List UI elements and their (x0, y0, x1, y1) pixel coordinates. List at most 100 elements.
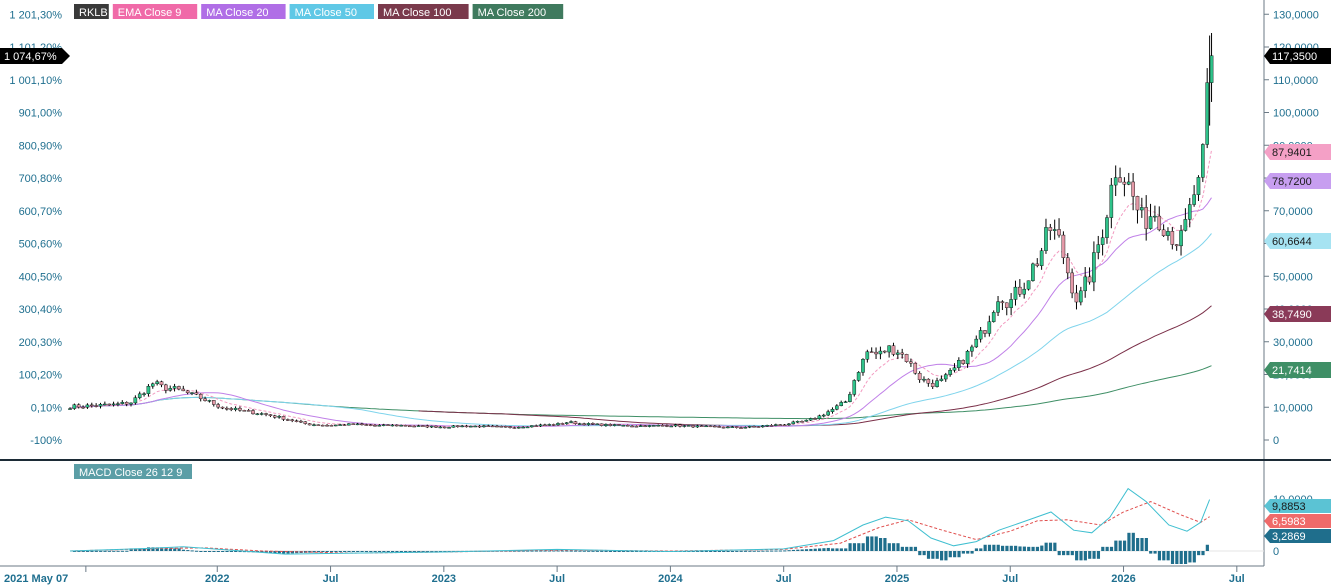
candle-body (473, 425, 477, 428)
time-tick-label: 2024 (658, 573, 683, 585)
candle-body (930, 383, 935, 387)
candle-body (1113, 177, 1118, 186)
macd-histogram-bar (1061, 551, 1066, 556)
candle-body (804, 419, 809, 422)
candle-body (577, 423, 582, 425)
time-tick-label: Jul (776, 573, 792, 585)
candle-body (726, 426, 730, 429)
candle-body (909, 361, 913, 364)
macd-histogram-bar (713, 551, 717, 552)
macd-histogram-bar (99, 550, 103, 552)
macd-histogram-bar (1088, 551, 1092, 559)
candle-body (124, 402, 129, 405)
time-start-label: 2021 May 07 (4, 573, 68, 585)
candle-body (194, 392, 199, 395)
macd-line (69, 487, 1211, 555)
macd-histogram-bar (116, 550, 120, 552)
macd-histogram-bar (765, 550, 769, 552)
candle-body (68, 408, 72, 410)
macd-histogram-bar (569, 550, 573, 552)
macd-histogram-bar (935, 551, 939, 559)
candle-body (290, 419, 294, 421)
macd-histogram-bar (752, 550, 756, 552)
macd-tag-label: 3,2869 (1272, 531, 1306, 543)
macd-histogram-bar (216, 551, 220, 552)
macd-histogram-bar (382, 551, 386, 552)
candle-body (1083, 276, 1087, 292)
macd-histogram-bar (922, 551, 926, 556)
candle-body (839, 402, 843, 407)
candle-body (1057, 229, 1061, 236)
price-tag (1264, 144, 1331, 160)
macd-histogram-bar (861, 543, 865, 551)
candle-body (525, 426, 530, 429)
macd-histogram-bar (822, 548, 826, 551)
candle-body (399, 425, 403, 427)
legend-label: MA Close 100 (383, 7, 451, 19)
macd-histogram-bar (1014, 545, 1018, 551)
macd-histogram-bar (1092, 551, 1096, 559)
candle-body (329, 425, 334, 427)
macd-histogram-bar (565, 550, 569, 552)
candle-body (185, 390, 190, 394)
candle-body (1061, 234, 1066, 258)
macd-histogram-bar (229, 551, 233, 552)
candle-body (325, 424, 329, 427)
macd-histogram-bar (717, 551, 721, 552)
candle-body (277, 416, 281, 418)
time-tick-label: Jul (549, 573, 565, 585)
macd-histogram-bar (730, 550, 735, 552)
candle-body (1192, 194, 1196, 205)
percent-tick-label: -100% (30, 435, 62, 447)
macd-histogram-bar (809, 548, 813, 551)
candle-body (686, 425, 691, 427)
legend-box (378, 4, 469, 19)
macd-histogram-bar (796, 549, 800, 551)
candle-body (774, 424, 778, 426)
macd-histogram-bar (1127, 532, 1131, 551)
macd-histogram-bar (578, 550, 582, 552)
candle-body (316, 424, 321, 426)
candle-body (1013, 286, 1018, 300)
candle-body (1148, 216, 1153, 229)
percent-tick-label: 600,70% (19, 206, 63, 218)
candle-body (974, 338, 979, 348)
candle-body (508, 426, 512, 428)
candle-body (1153, 215, 1157, 218)
macd-histogram-bar (1101, 546, 1105, 551)
candle-body (983, 330, 987, 334)
macd-histogram-bar (260, 551, 264, 553)
macd-histogram-bar (190, 550, 194, 552)
macd-histogram-bar (369, 551, 373, 552)
macd-histogram-bar (90, 550, 94, 552)
candle-body (756, 426, 761, 428)
candle-body (1035, 263, 1040, 266)
macd-histogram-bar (931, 551, 935, 559)
macd-histogram-bar (72, 550, 77, 552)
candle-body (660, 425, 665, 427)
macd-histogram-bar (1009, 545, 1013, 551)
macd-histogram-bar (120, 550, 125, 552)
candle-body (499, 425, 504, 428)
macd-histogram-bar (1083, 551, 1087, 561)
macd-histogram-bar (194, 550, 199, 552)
time-tick-label: 2025 (885, 573, 909, 585)
macd-histogram-bar (791, 549, 796, 551)
macd-histogram-bar (1079, 551, 1083, 561)
candle-body (207, 400, 212, 402)
time-tick-label: 2022 (205, 573, 229, 585)
macd-histogram-bar (543, 550, 547, 552)
candle-body (242, 410, 247, 412)
macd-histogram-bar (147, 547, 151, 551)
macd-tag (1264, 499, 1331, 513)
candle-body (495, 425, 499, 428)
macd-histogram-bar (918, 551, 922, 556)
price-tag-label: 87,9401 (1272, 147, 1312, 159)
candle-body (1044, 227, 1048, 251)
candle-body (682, 425, 687, 427)
candle-body (704, 425, 708, 428)
macd-histogram-bar (1188, 551, 1192, 563)
macd-histogram-bar (1157, 551, 1162, 561)
candle-body (1179, 230, 1183, 247)
macd-histogram-bar (961, 551, 965, 554)
